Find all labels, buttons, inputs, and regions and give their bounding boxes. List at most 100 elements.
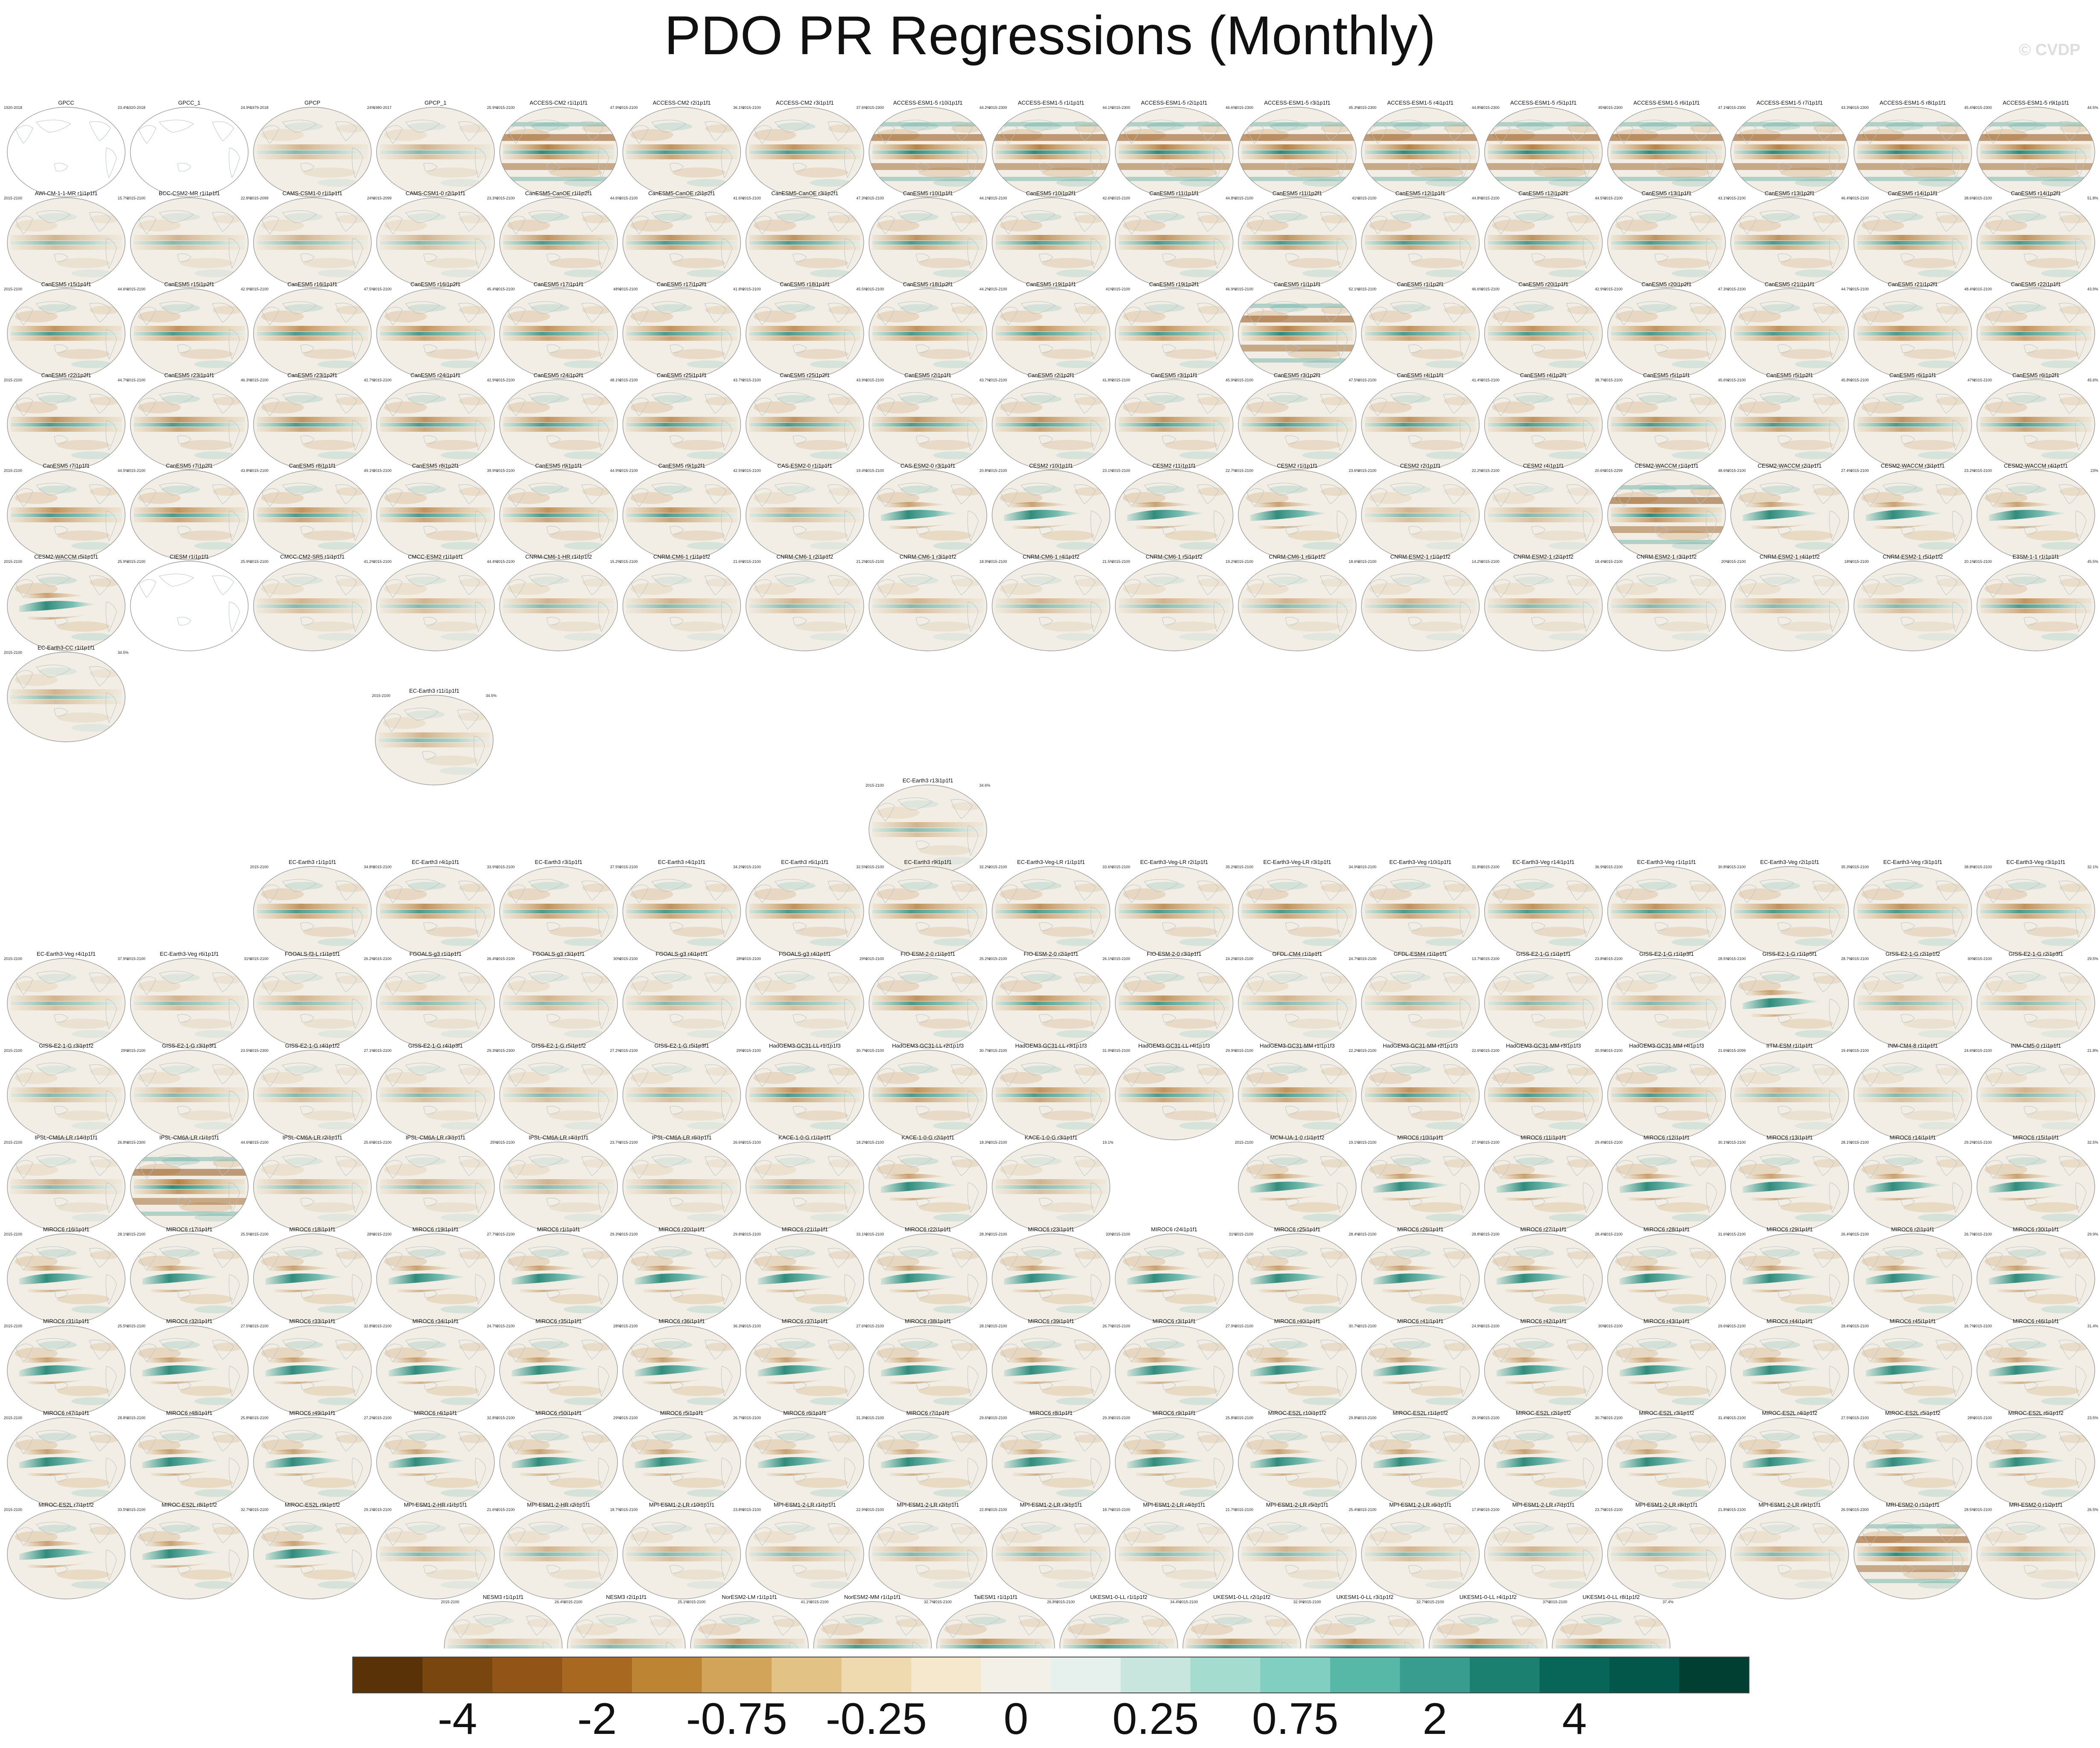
panel-title: UKESM1-0-LL r1i1p1f2 [1090, 1594, 1147, 1600]
panel-title: GFDL-CM4 r1i1p1f1 [1272, 951, 1322, 957]
map-panel: CanESM5 r7i1p2f1 2015-2100 43.8% [127, 463, 252, 560]
panel-percent: 30.7% [1348, 1324, 1360, 1328]
map-panel: CanESM5 r19i1p1f1 2015-2100 41% [989, 281, 1113, 379]
map-panel: HadGEM3-GC31-LL r4i1p1f3 2015-2100 29.9% [1112, 1042, 1237, 1140]
map-panel: INM-CM5-0 r1i1p1f1 2015-2100 21.8% [1974, 1042, 2098, 1140]
map-panel: CESM2 r2i1p1f1 2015-2100 22.2% [1358, 463, 1483, 560]
panel-percent: 22.9% [856, 1508, 867, 1512]
panel-period: 2015-2100 [620, 1324, 638, 1328]
panel-percent: 44.5% [1595, 196, 1606, 200]
panel-percent: 29.4% [1595, 1140, 1606, 1145]
map-panel: HadGEM3-GC31-MM r1i1p1f3 2015-2100 22.2% [1235, 1042, 1360, 1140]
panel-percent: 25.6% [364, 1140, 375, 1145]
panel-title: GPCC_1 [178, 100, 200, 106]
panel-title: MIROC6 r48i1p1f1 [166, 1410, 212, 1416]
panel-percent: 47.1% [1718, 105, 1729, 110]
panel-period: 2015-2100 [1604, 957, 1623, 961]
panel-period: 2015-2100 [250, 1140, 269, 1145]
panel-period: 2015-2100 [620, 287, 638, 291]
panel-title: CAMS-CSM1-0 r1i1p1f1 [283, 190, 342, 196]
map-panel: EC-Earth3-Veg r4i1p1f1 2015-2100 37.9% [4, 951, 129, 1048]
panel-period: 2015-2100 [1112, 1048, 1130, 1053]
panel-percent: 30% [1598, 1324, 1606, 1328]
panel-percent: 27.9% [1472, 1140, 1483, 1145]
panel-period: 2015-2100 [1112, 559, 1130, 564]
panel-percent: 28.3% [980, 1232, 991, 1236]
panel-percent: 44.2% [980, 105, 991, 110]
panel-percent: 43.9% [2087, 287, 2098, 291]
panel-period: 2015-2100 [1974, 196, 1992, 200]
panel-percent: 46.4% [1841, 196, 1852, 200]
panel-period: 2015-2100 [1851, 865, 1869, 869]
panel-title: CNRM-ESM2-1 r3i1p1f2 [1636, 553, 1696, 560]
map-panel: CESM2-WACCM r5i1p1f1 2015-2100 25.9% [4, 553, 129, 651]
panel-title: CESM2-WACCM r1i1p1f1 [1635, 463, 1699, 469]
map-panel: MPI-ESM1-2-LR r2i1p1f1 2015-2100 22.8% [866, 1502, 990, 1599]
panel-title: KACE-1-0-G r2i1p1f1 [901, 1134, 954, 1141]
panel-period: 2015-2100 [1358, 865, 1376, 869]
panel-period: 2015-2100 [373, 1048, 392, 1053]
panel-percent: 19.1% [1348, 1140, 1360, 1145]
map-panel: CanESM5 r5i1p2f1 2015-2100 45.8% [1727, 372, 1852, 470]
panel-percent: 39.9% [487, 468, 498, 473]
map-panel: MIROC6 r37i1p1f1 2015-2100 27.6% [743, 1318, 867, 1416]
panel-percent: 14.2% [1472, 559, 1483, 564]
map-panel: EC-Earth3-Veg r6i1p1f1 2015-2100 31% [127, 951, 252, 1048]
panel-period: 2015-2100 [1235, 1140, 1253, 1145]
panel-title: GFDL-ESM4 r1i1p1f1 [1394, 951, 1447, 957]
panel-title: IPSL-CM6A-LR r6i1p1f1 [652, 1134, 711, 1141]
panel-percent: 45.4% [1964, 105, 1975, 110]
panel-percent: 26.5% [1841, 1508, 1852, 1512]
map-panel: MIROC-ES2L r4i1p1f2 2015-2100 27.5% [1727, 1410, 1852, 1508]
panel-percent: 28% [1967, 1416, 1975, 1420]
panel-title: MPI-ESM1-2-LR r2i1p1f1 [897, 1502, 959, 1508]
panel-period: 2015-2300 [989, 105, 1007, 110]
panel-title: MIROC6 r11i1p1f1 [1521, 1134, 1566, 1141]
map-panel: GISS-E2-1-G r1i1p5f1 2015-2100 28.7% [1727, 951, 1852, 1048]
panel-percent: 48% [613, 287, 621, 291]
map-panel: GFDL-ESM4 r1i1p1f1 2015-2100 13.7% [1358, 951, 1483, 1048]
map-panel: CanESM5 r15i1p1f1 2015-2100 44.6% [4, 281, 129, 379]
panel-title: FGOALS-g3 r1i1p1f1 [409, 951, 462, 957]
panel-period: 2015-2100 [1604, 287, 1623, 291]
panel-percent: 45.3% [1348, 105, 1360, 110]
panel-percent: 32.5% [2087, 1140, 2098, 1145]
panel-percent: 23.7% [1595, 1508, 1606, 1512]
map-panel: MIROC6 r6i1p1f1 2015-2100 31.3% [743, 1410, 867, 1508]
map-panel: CanESM5 r9i1p1f1 2015-2100 44.9% [496, 463, 621, 560]
panel-period: 2015-2100 [4, 1508, 22, 1512]
colorbar-swatch [632, 1657, 702, 1693]
map-panel: MIROC6 r4i1p1f1 2015-2100 32.8% [373, 1410, 498, 1508]
map-panel: MIROC6 r33i1p1f1 2015-2100 32.8% [250, 1318, 375, 1416]
panel-period: 2015-2100 [373, 378, 392, 382]
panel-percent: 28.7% [1841, 957, 1852, 961]
map-panel: UKESM1-0-LL r2i1p1f2 2015-2100 32.9% [1179, 1594, 1304, 1648]
panel-percent: 41.1% [801, 1600, 812, 1604]
panel-period: 2015-2100 [743, 559, 761, 564]
panel-period: 2015-2100 [250, 1416, 269, 1420]
panel-percent: 32.1% [2087, 865, 2098, 869]
panel-title: IPSL-CM6A-LR r14i1p1f1 [35, 1134, 97, 1141]
panel-title: CanESM5 r6i1p2f1 [2012, 372, 2059, 378]
map-panel: CanESM5 r8i1p2f1 2015-2100 39.9% [373, 463, 498, 560]
panel-title: GISS-E2-1-G r4i1p3f1 [408, 1042, 463, 1049]
panel-title: MIROC6 r40i1p1f1 [1274, 1318, 1320, 1324]
map-panel: CanESM5-CanOE r3i1p2f1 2015-2100 47.3% [743, 190, 867, 288]
panel-percent: 27.6% [856, 1324, 867, 1328]
map-panel: MIROC6 r45i1p1f1 2015-2100 26.7% [1851, 1318, 1975, 1416]
panel-title: ACCESS-ESM1-5 r4i1p1f1 [1387, 100, 1454, 106]
panel-period: 2015-2100 [1727, 1508, 1746, 1512]
panel-title: MIROC6 r20i1p1f1 [658, 1226, 705, 1233]
panel-period: 2015-2100 [1851, 378, 1869, 382]
panel-percent: 29% [736, 1048, 744, 1053]
panel-title: CanESM5 r16i1p1f1 [287, 281, 337, 287]
panel-period: 2015-2100 [1727, 378, 1746, 382]
panel-percent: 31.9% [1103, 1048, 1114, 1053]
panel-title: MIROC6 r18i1p1f1 [289, 1226, 335, 1233]
panel-period: 2015-2100 [250, 865, 269, 869]
map-panel: EC-Earth3-Veg-LR r3i1p1f1 2015-2100 34.9% [1235, 859, 1360, 957]
map-panel: CanESM5 r2i1p1f1 2015-2100 43.7% [866, 372, 990, 470]
panel-period: 2015-2100 [743, 105, 761, 110]
panel-percent: 32.7% [241, 1508, 252, 1512]
panel-period: 2015-2100 [743, 1416, 761, 1420]
